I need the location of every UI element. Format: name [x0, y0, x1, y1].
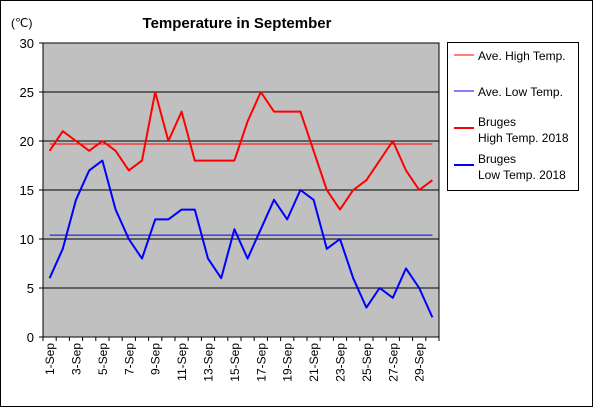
x-tick-label: 9-Sep	[149, 343, 163, 375]
x-tick-label: 17-Sep	[254, 343, 268, 382]
series-line-3	[48, 159, 434, 318]
x-tick-label: 15-Sep	[228, 343, 242, 382]
x-tick-label: 5-Sep	[96, 343, 110, 375]
legend-entries: Ave. High Temp. Ave. Low Temp. Bruges High …	[454, 49, 569, 182]
unit-label: (℃)	[11, 16, 32, 30]
x-tick-label: 3-Sep	[70, 343, 84, 375]
series-lines	[48, 91, 434, 318]
x-tick-label: 7-Sep	[122, 343, 136, 375]
x-axis: 1-Sep 3-Sep 5-Sep 7-Sep 9-Sep 11-Sep 13-Sep 15-…	[42, 337, 440, 382]
x-tick-label: 11-Sep	[175, 343, 189, 381]
y-tick-label: 20	[20, 134, 34, 149]
x-tick-label: 19-Sep	[281, 343, 295, 382]
legend-label: Bruges	[478, 115, 516, 129]
x-tick-label: 25-Sep	[360, 343, 374, 382]
legend-label: Ave. Low Temp.	[478, 85, 563, 99]
y-tick-label: 15	[20, 183, 34, 198]
x-tick-label: 1-Sep	[43, 343, 57, 375]
x-tick-label: 21-Sep	[307, 343, 321, 382]
chart-title: Temperature in September	[143, 15, 332, 32]
y-axis: 0 5 10 15 20 25 30	[20, 36, 43, 345]
y-tick-label: 10	[20, 232, 34, 247]
series-line-2	[48, 91, 433, 211]
legend-label: Low Temp. 2018	[478, 168, 566, 182]
x-tick-label: 13-Sep	[202, 343, 216, 382]
x-tick-label: 29-Sep	[413, 343, 427, 382]
x-tick-label: 23-Sep	[334, 343, 348, 382]
y-tick-label: 30	[20, 36, 34, 51]
legend-label: Ave. High Temp.	[478, 49, 566, 63]
y-tick-label: 0	[27, 330, 34, 345]
legend-label: Bruges	[478, 152, 516, 166]
grid-lines	[43, 91, 439, 289]
y-tick-label: 25	[20, 85, 34, 100]
x-tick-label: 27-Sep	[386, 343, 400, 382]
legend-label: High Temp. 2018	[478, 131, 569, 145]
y-tick-label: 5	[27, 281, 34, 296]
